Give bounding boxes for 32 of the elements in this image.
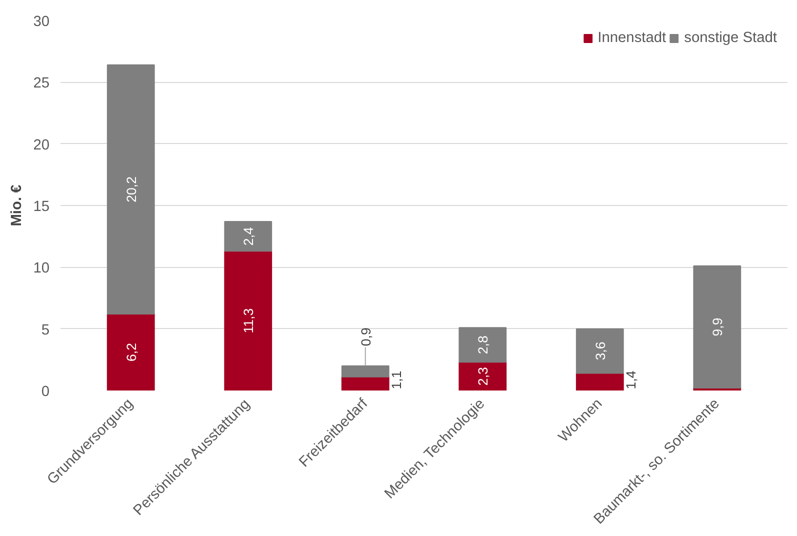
data-label: 2,8: [476, 336, 491, 354]
bar: [458, 362, 507, 390]
y-tick-label: 30: [33, 14, 50, 30]
bar: [224, 250, 272, 390]
bar: [576, 372, 624, 390]
data-label: 1,4: [624, 370, 639, 390]
bar: [224, 221, 272, 252]
y-axis-title: Mio. €: [9, 184, 26, 226]
data-label: 1,1: [389, 370, 404, 390]
legend-label: Innenstadt: [598, 30, 666, 46]
bar: [106, 314, 155, 390]
data-label: 2,3: [476, 367, 491, 386]
bar: [458, 327, 507, 363]
bar: [341, 376, 390, 390]
y-tick-label: 25: [33, 76, 50, 92]
data-label: 3,6: [592, 342, 608, 360]
bar: [693, 265, 742, 389]
data-label: 6,2: [124, 343, 139, 362]
y-tick-label: 5: [41, 322, 50, 338]
bar: [106, 64, 155, 315]
legend-label: sonstige Stadt: [684, 30, 777, 46]
y-tick-label: 15: [33, 199, 50, 215]
data-label: 9,9: [710, 318, 726, 336]
data-label: 0,9: [358, 328, 374, 346]
y-tick-label: 20: [33, 137, 50, 154]
data-label: 20,2: [124, 176, 139, 202]
bar: [341, 365, 390, 378]
y-tick-label: 0: [41, 384, 50, 400]
data-label: 2,4: [241, 226, 256, 246]
bar: [576, 328, 624, 374]
y-tick-label: 10: [33, 260, 50, 277]
data-label: 11,3: [241, 308, 256, 334]
